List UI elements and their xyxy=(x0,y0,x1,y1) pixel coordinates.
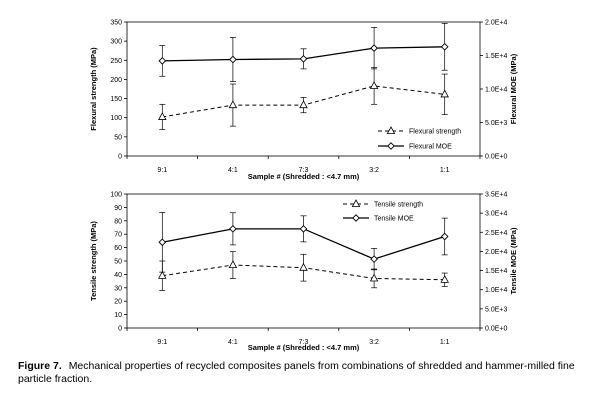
left-axis-label: Tensile strength (MPa) xyxy=(89,221,98,301)
left-tick-label: 10 xyxy=(114,312,122,319)
left-tick-label: 300 xyxy=(110,39,122,46)
data-point-triangle xyxy=(299,100,308,109)
data-point-diamond xyxy=(440,232,449,241)
right-tick-label: 2.0E+4 xyxy=(485,249,507,256)
x-tick-label: 9:1 xyxy=(157,339,167,346)
figure-charts: 0501001502002503003500.0E+05.0E+31.0E+41… xyxy=(89,20,518,353)
data-point-diamond xyxy=(229,225,237,233)
right-tick-label: 1.5E+4 xyxy=(485,268,507,275)
left-tick-label: 50 xyxy=(114,259,122,266)
series-flexural-strength xyxy=(158,67,449,130)
legend-label: Tensile MOE xyxy=(374,216,414,223)
left-tick-label: 350 xyxy=(110,20,122,27)
chart-1: 0 50 100 150 200 250 300 350 0.0E+0 5.0E+3 1.0E+4 1… xyxy=(89,20,518,182)
x-tick-label: 4:1 xyxy=(228,167,238,174)
legend-marker xyxy=(351,199,361,208)
right-tick-label: 0.0E+0 xyxy=(485,326,507,333)
right-tick-label: 0.0E+0 xyxy=(485,154,507,161)
data-point-diamond xyxy=(370,255,378,263)
left-axis-label: Flexural strength (MPa) xyxy=(89,47,98,131)
chart-2: 0 10 20 30 40 50 60 70 80 90 100 0.0E+0 5.0E+3 1.0E+4… xyxy=(89,192,518,353)
right-tick-label: 1.5E+4 xyxy=(485,53,507,60)
data-point-triangle xyxy=(158,112,167,120)
data-point-triangle xyxy=(299,262,308,271)
data-point-triangle xyxy=(369,273,379,282)
data-point-diamond xyxy=(370,44,378,52)
left-tick-label: 80 xyxy=(114,218,122,225)
data-point-diamond xyxy=(158,57,167,65)
x-tick-label: 3:2 xyxy=(369,167,379,174)
legend-marker xyxy=(386,126,396,135)
legend-entry: Flexural strength xyxy=(378,126,461,136)
legend-entry: Tensile strength xyxy=(343,199,423,209)
right-axis-label: Tensile MOE (MPa) xyxy=(509,227,518,294)
legend-label: Flexural MOE xyxy=(409,144,452,151)
right-tick-label: 5.0E+3 xyxy=(485,306,507,313)
legend-marker xyxy=(352,214,360,222)
legend-marker xyxy=(387,142,395,150)
left-tick-label: 0 xyxy=(118,154,122,161)
data-point-triangle xyxy=(440,89,449,98)
x-tick-label: 1:1 xyxy=(440,339,450,346)
caption-label: Figure 7. xyxy=(18,360,62,372)
x-tick-label: 7:3 xyxy=(299,339,309,346)
data-point-diamond xyxy=(299,225,308,233)
data-point-diamond xyxy=(440,42,449,51)
left-tick-label: 150 xyxy=(110,96,122,103)
x-tick-label: 7:3 xyxy=(299,167,309,174)
left-tick-label: 100 xyxy=(110,115,122,122)
left-tick-label: 20 xyxy=(114,299,122,306)
data-point-diamond xyxy=(229,55,237,64)
series-flexural-moe xyxy=(158,22,449,82)
right-tick-label: 3.0E+4 xyxy=(485,211,507,218)
right-tick-label: 5.0E+3 xyxy=(485,120,507,127)
left-tick-label: 60 xyxy=(114,245,122,252)
x-axis-label: Sample # (Shredded : <4.7 mm) xyxy=(248,172,360,181)
figure-caption: Figure 7. Mechanical properties of recyc… xyxy=(18,360,590,386)
left-tick-label: 200 xyxy=(110,77,122,84)
left-tick-label: 50 xyxy=(114,134,122,141)
series-tensile-strength xyxy=(158,251,449,291)
caption-text: Mechanical properties of recycled compos… xyxy=(18,360,575,385)
plot-frame xyxy=(126,21,481,157)
data-point-diamond xyxy=(158,238,167,247)
left-tick-label: 70 xyxy=(114,232,122,239)
data-point-triangle xyxy=(158,270,167,279)
legend-label: Flexural strength xyxy=(409,129,461,136)
series-tensile-moe xyxy=(158,212,449,273)
x-tick-label: 9:1 xyxy=(157,167,167,174)
data-point-triangle xyxy=(228,100,238,109)
right-axis-label: Flexural MOE (MPa) xyxy=(509,53,518,124)
left-tick-label: 0 xyxy=(118,326,122,333)
data-point-diamond xyxy=(299,55,308,63)
data-point-triangle xyxy=(440,274,449,283)
left-tick-label: 90 xyxy=(114,205,122,212)
legend-entry: Tensile MOE xyxy=(343,214,414,223)
right-tick-label: 2.5E+4 xyxy=(485,230,507,237)
x-axis-label: Sample # (Shredded : <4.7 mm) xyxy=(248,343,360,352)
right-tick-label: 1.0E+4 xyxy=(485,287,507,294)
left-tick-label: 100 xyxy=(110,192,122,199)
data-point-triangle xyxy=(369,81,379,89)
legend-label: Tensile strength xyxy=(374,202,423,209)
x-tick-label: 1:1 xyxy=(440,167,450,174)
left-tick-label: 250 xyxy=(110,58,122,65)
left-tick-label: 30 xyxy=(114,285,122,292)
right-tick-label: 1.0E+4 xyxy=(485,87,507,94)
x-tick-label: 4:1 xyxy=(228,339,238,346)
right-tick-label: 3.5E+4 xyxy=(485,192,507,199)
left-tick-label: 40 xyxy=(114,272,122,279)
legend-entry: Flexural MOE xyxy=(378,142,452,151)
data-point-triangle xyxy=(228,260,238,269)
right-tick-label: 2.0E+4 xyxy=(485,20,507,27)
x-tick-label: 3:2 xyxy=(369,339,379,346)
